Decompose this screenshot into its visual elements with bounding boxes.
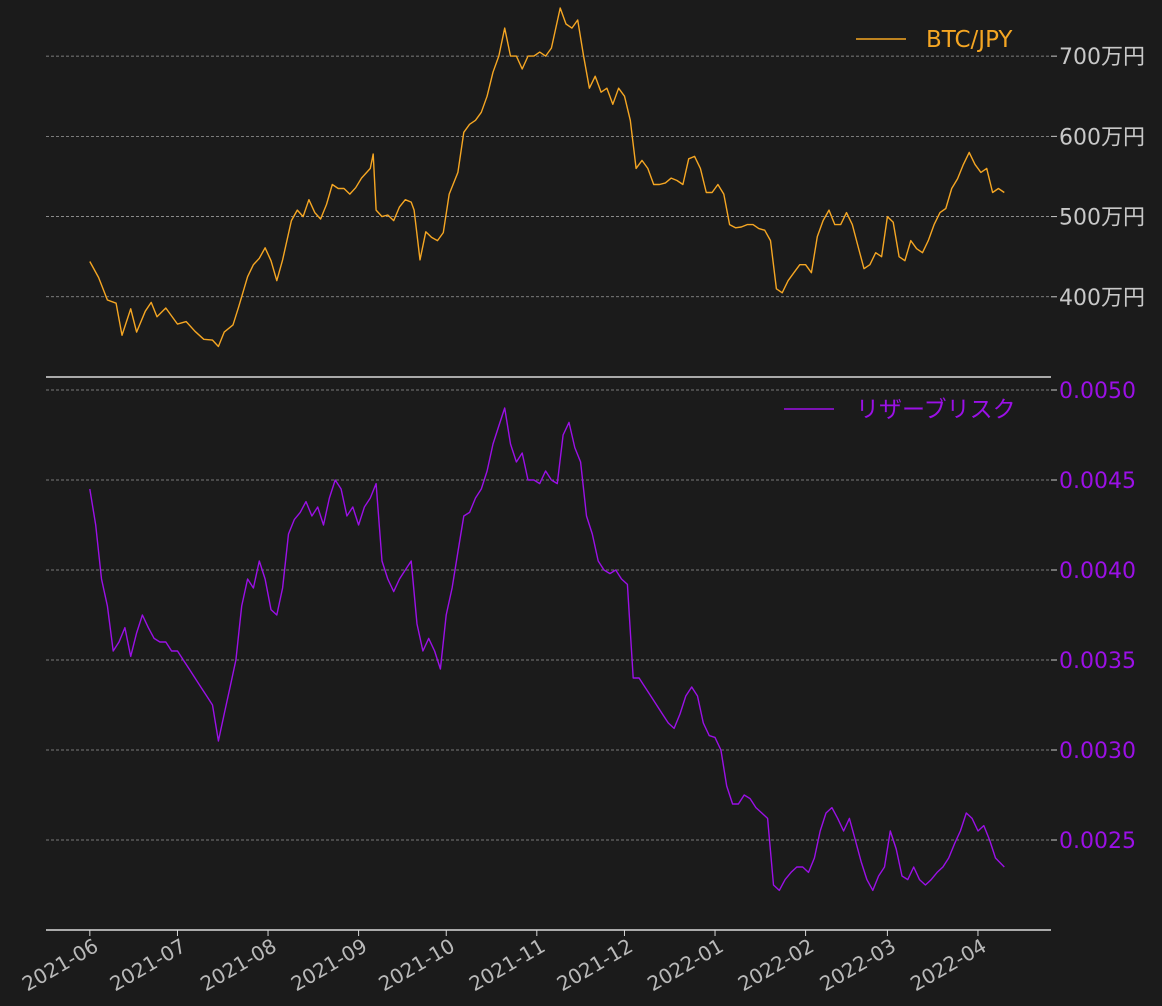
reserve-risk-tick-label: 0.0025 bbox=[1059, 829, 1136, 854]
price-gridlines bbox=[46, 55, 1051, 298]
reserve-risk-line bbox=[89, 407, 1005, 892]
price-tick-label: 500万円 bbox=[1059, 206, 1145, 231]
reserve-risk-tick-label: 0.0050 bbox=[1059, 379, 1136, 404]
price-tick-label: 700万円 bbox=[1059, 45, 1145, 70]
price-y-axis-ticks: 400万円 500万円 600万円 700万円 bbox=[1051, 45, 1145, 311]
price-tick-label: 400万円 bbox=[1059, 286, 1145, 311]
price-tick-label: 600万円 bbox=[1059, 125, 1145, 150]
price-panel: 400万円 500万円 600万円 700万円 BTC/JPY bbox=[46, 7, 1145, 348]
reserve-risk-tick-label: 0.0045 bbox=[1059, 469, 1136, 494]
price-legend: BTC/JPY bbox=[856, 27, 1013, 53]
btc-jpy-legend-label: BTC/JPY bbox=[926, 27, 1013, 53]
reserve-risk-legend: リザーブリスク bbox=[784, 397, 1016, 423]
reserve-risk-tick-label: 0.0035 bbox=[1059, 649, 1136, 674]
reserve-risk-panel: 0.0025 0.0030 0.0035 0.0040 0.0045 0.0050 リザー… bbox=[46, 379, 1136, 892]
reserve-risk-gridlines bbox=[46, 389, 1051, 841]
reserve-risk-tick-label: 0.0030 bbox=[1059, 739, 1136, 764]
reserve-risk-legend-label: リザーブリスク bbox=[856, 397, 1016, 423]
reserve-risk-y-axis-ticks: 0.0025 0.0030 0.0035 0.0040 0.0045 0.0050 bbox=[1051, 379, 1136, 854]
reserve-risk-tick-label: 0.0040 bbox=[1059, 559, 1136, 584]
btc-jpy-line bbox=[89, 7, 1005, 348]
